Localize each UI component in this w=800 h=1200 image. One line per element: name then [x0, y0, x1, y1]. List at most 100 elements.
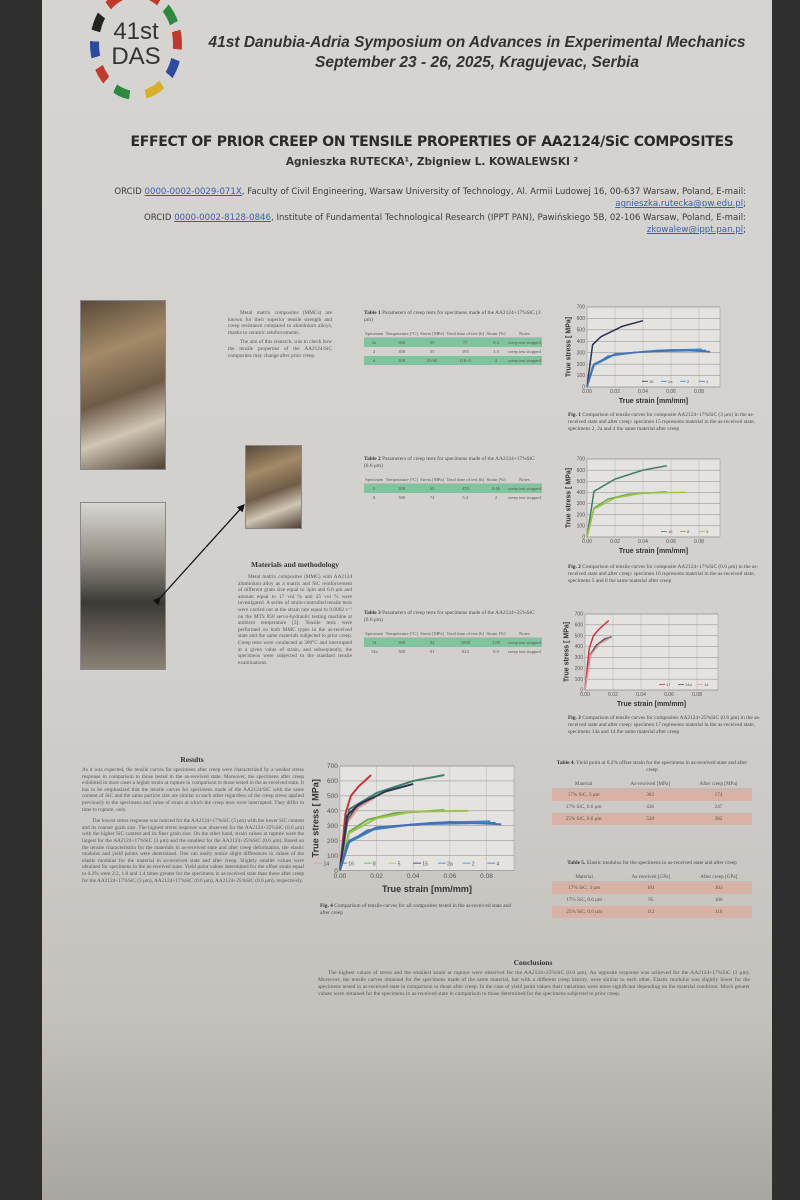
x-tick-label: 0.06 — [666, 539, 676, 545]
table-header: Stress [MPa] — [419, 476, 446, 484]
y-axis-label: True stress [ MPa] — [310, 779, 320, 857]
table-header: Strain [%] — [485, 476, 507, 484]
event-name: 41st Danubia-Adria Symposium on Advances… — [208, 34, 746, 51]
conclusions-text: The highest values of stress and the sma… — [318, 970, 750, 997]
table-cell: 470 — [445, 483, 486, 493]
y-tick-label: 300 — [577, 501, 586, 507]
legend-label: 2 — [687, 379, 690, 384]
table-header: Stress [MPa] — [419, 630, 446, 638]
legend-label: 14 — [324, 861, 330, 867]
x-tick-label: 0.02 — [370, 873, 383, 880]
table-row: 8 300 72 5.4 2 creep test stopped — [364, 493, 542, 502]
table-header: As-received [GPa] — [616, 873, 686, 882]
table-cell: 65 — [419, 483, 446, 493]
y-tick-label: 0 — [582, 535, 585, 541]
table-cell: 55/60 — [419, 356, 446, 365]
legend-label: 15 — [649, 379, 654, 384]
table-header: Notes — [506, 476, 542, 484]
results-text: As it was expected, the tensile curves f… — [82, 767, 304, 884]
table-cell: 17% SiC, 3 μm — [552, 788, 616, 801]
y-tick-label: 300 — [575, 655, 584, 661]
series-line-15 — [586, 319, 644, 388]
x-axis-label: True strain [mm/mm] — [619, 398, 688, 405]
email-link-2[interactable]: zkowalew@ippt.pan.pl — [646, 225, 744, 235]
x-tick-label: 0.02 — [608, 692, 618, 698]
y-tick-label: 400 — [327, 808, 338, 815]
x-axis-label: True strain [mm/mm] — [382, 884, 472, 894]
table-cell: 118+5 — [445, 356, 486, 365]
table-cell: 101 — [616, 881, 686, 894]
creep-machine-photo — [80, 300, 166, 470]
affiliation-1: ORCID 0000-0002-0029-071X, Faculty of Ci… — [114, 187, 746, 209]
table-cell: 17% SiC, 0.6 μm — [566, 897, 602, 903]
table-cell: 2 — [373, 349, 376, 354]
methods-text: Metal matrix composites (MMC) with AA212… — [238, 574, 352, 666]
table-cell: 2 — [485, 356, 507, 365]
x-tick-label: 0.08 — [692, 692, 702, 698]
table-cell: 2a — [364, 337, 385, 347]
y-tick-label: 400 — [575, 644, 584, 650]
table-cell: 300 — [398, 349, 406, 354]
table-cell: 300 — [398, 649, 406, 654]
x-tick-label: 0.02 — [610, 389, 620, 395]
x-tick-label: 0.00 — [582, 389, 592, 395]
table-grid: Specimen Temperature [°C] Stress [MPa] Tota… — [364, 476, 542, 502]
legend-label: 16 — [668, 529, 673, 534]
table-cell: 382 — [684, 813, 752, 825]
table-row: 17% SiC, 3 μm 101 103 — [552, 881, 752, 894]
legend-label: 2 — [472, 861, 475, 867]
table-header-row: Material As-received [MPa] After creep [MP… — [552, 780, 752, 789]
y-tick-label: 500 — [575, 633, 584, 639]
fig2-caption: Fig. 2 Comparison of tensile curves for … — [568, 564, 759, 584]
y-tick-label: 0 — [580, 688, 583, 694]
table-header: Strain [%] — [485, 630, 507, 638]
orcid-link-1[interactable]: 0000-0002-0029-071X — [144, 187, 242, 197]
y-tick-label: 100 — [577, 373, 586, 379]
email-link-1[interactable]: agnieszka.rutecka@pw.edu.pl — [615, 199, 744, 209]
table-cell: 5 — [364, 483, 385, 493]
x-tick-label: 0.02 — [610, 539, 620, 545]
legend-label: 14a — [685, 682, 692, 687]
table-caption: Table 3 Parameters of creep tests for sp… — [364, 610, 535, 623]
table-header: Strain [%] — [485, 330, 507, 338]
table-row: 25% SiC, 0.6 μm 112 116 — [552, 906, 752, 918]
table-cell: 300 — [384, 483, 420, 493]
table-cell: 300 — [384, 637, 420, 647]
legend-label: 16 — [348, 861, 354, 867]
table-cell: 103 — [685, 881, 752, 894]
table-header-row: Specimen Temperature [°C] Stress [MPa] Tota… — [364, 330, 542, 338]
y-tick-label: 600 — [577, 468, 586, 474]
x-tick-label: 0.00 — [582, 539, 592, 545]
table-cell: 436 — [646, 804, 655, 810]
table-cell: 77 — [445, 337, 486, 347]
y-tick-label: 200 — [577, 362, 586, 368]
table-cell: 300 — [398, 495, 406, 500]
table-cell: 14 — [364, 637, 385, 647]
x-tick-label: 0.06 — [664, 692, 674, 698]
table-cell: 0.9 — [493, 649, 499, 654]
logo-text-line1: 41st — [113, 18, 159, 45]
orcid-link-2[interactable]: 0000-0002-8128-0846 — [174, 213, 271, 223]
intro-text: Metal matrix composites (MMCs) are known… — [228, 310, 332, 359]
x-tick-label: 0.06 — [444, 873, 457, 880]
table-row: 2a 300 55 77 0.4 creep test stopped — [364, 337, 542, 347]
table-grid: Specimen Temperature [°C] Stress [MPa] Tota… — [364, 330, 542, 365]
y-tick-label: 700 — [577, 457, 586, 463]
table-cell: 1.89 — [485, 637, 507, 647]
table-cell: 55 — [419, 337, 446, 347]
table-cell: 4 — [364, 356, 385, 365]
table-row: 14a 300 91 624 0.9 creep test stopped — [364, 647, 542, 656]
table-cell: 0.46 — [485, 483, 507, 493]
table-cell: 624 — [461, 649, 469, 654]
table-header: As-received [MPa] — [615, 780, 685, 789]
table-row: 17% SiC, 3 μm 383 174 — [552, 788, 752, 801]
table-cell: 25% SiC, 0.6 μm — [552, 906, 617, 918]
table-cell: 116 — [685, 906, 752, 918]
table-header: Temperature [°C] — [384, 330, 420, 338]
table-cell: 8 — [373, 495, 376, 500]
poster-title: EFFECT OF PRIOR CREEP ON TENSILE PROPERT… — [130, 134, 734, 150]
table-header-row: Material As-received [GPa] After creep [GP… — [552, 873, 752, 882]
series-line-17 — [584, 619, 610, 691]
series-line-5 — [586, 491, 686, 538]
table-row: 4 300 55/60 118+5 2 creep test stopped — [364, 356, 542, 365]
